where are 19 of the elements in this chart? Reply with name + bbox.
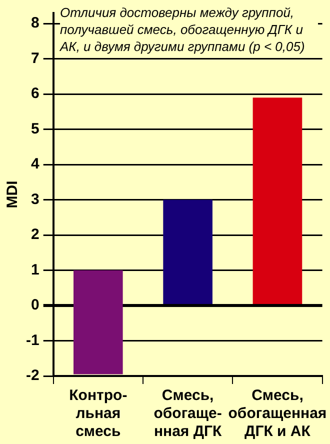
y-tick-label: 1 bbox=[30, 261, 40, 278]
bar bbox=[252, 98, 302, 304]
bar bbox=[74, 270, 123, 374]
x-tick-label: Смесь, обогащенная ДГК и АК bbox=[228, 387, 327, 440]
x-tick-label: Смесь, обогаще- нная ДГК bbox=[154, 387, 223, 440]
y-tick-label: 2 bbox=[30, 226, 40, 244]
annotation: Отличия достоверны между группой, получавшей смесь, обогащенную ДГК и АК, и двумя другими группами (p < 0,05) bbox=[60, 4, 318, 55]
y-tick-label: 3 bbox=[30, 190, 40, 208]
y-tick-label: 7 bbox=[30, 50, 40, 67]
y-tick-label: 5 bbox=[30, 120, 40, 138]
y-tick-label: -1 bbox=[26, 332, 40, 349]
y-tick-label: -2 bbox=[26, 367, 40, 384]
y-axis-title: MDI bbox=[4, 180, 22, 208]
y-tick-label: 8 bbox=[30, 14, 40, 32]
y-tick-label: 4 bbox=[30, 156, 40, 173]
y-tick-label: 0 bbox=[30, 296, 40, 314]
y-tick-label: 6 bbox=[30, 85, 40, 102]
bar bbox=[163, 200, 212, 304]
x-tick-label: Контро- льная смесь bbox=[69, 387, 128, 440]
